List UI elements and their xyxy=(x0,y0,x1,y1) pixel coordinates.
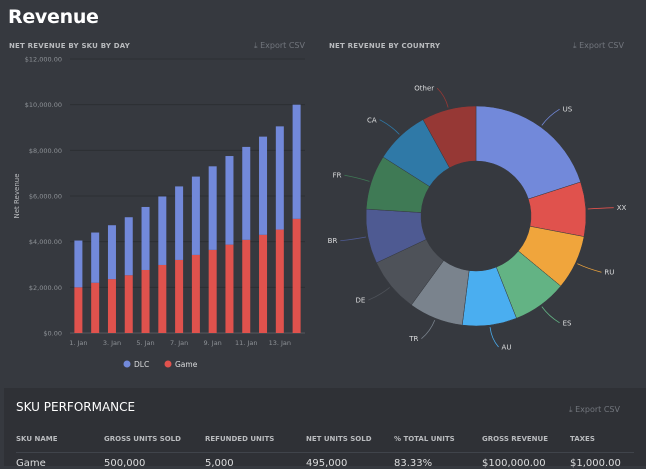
y-tick-label: $4,000.00 xyxy=(29,238,62,246)
y-tick-label: $0.00 xyxy=(43,330,62,338)
bar-dlc xyxy=(74,240,83,288)
column-header[interactable]: GROSS REVENUE xyxy=(482,435,548,443)
pie-slice-us xyxy=(475,105,581,200)
export-csv-button[interactable]: ⤓ Export CSV xyxy=(254,41,305,50)
export-csv-button[interactable]: ⤓ Export CSV xyxy=(573,41,624,50)
export-csv-button[interactable]: ⤓ Export CSV xyxy=(569,405,620,414)
pie-slice-other xyxy=(422,105,477,169)
bar-game xyxy=(124,275,133,333)
bar-game xyxy=(292,218,301,333)
legend-marker xyxy=(123,360,131,368)
y-axis-label: Net Revenue xyxy=(13,174,21,219)
bar-game xyxy=(74,287,83,333)
sku-title: SKU PERFORMANCE xyxy=(16,400,136,414)
x-tick-label: 13. Jan xyxy=(269,339,291,347)
column-header[interactable]: NET UNITS SOLD xyxy=(306,435,372,443)
bar-game xyxy=(191,254,200,333)
table-cell: 5,000 xyxy=(205,458,234,469)
y-tick-label: $8,000.00 xyxy=(29,147,62,155)
export-label: Export CSV xyxy=(260,41,305,50)
divider xyxy=(16,452,634,453)
y-tick-label: $2,000.00 xyxy=(29,284,62,292)
column-header[interactable]: REFUNDED UNITS xyxy=(205,435,275,443)
x-tick-label: 3. Jan xyxy=(103,339,121,347)
bar-dlc xyxy=(225,156,234,245)
table-cell: 83.33% xyxy=(394,458,433,469)
pie-label-line xyxy=(340,236,367,242)
pie-label: FR xyxy=(333,172,342,180)
table-cell: $100,000.00 xyxy=(482,458,546,469)
bar-dlc xyxy=(191,176,200,255)
bar-game xyxy=(242,239,251,333)
pie-label-line xyxy=(489,327,499,348)
bar-dlc xyxy=(107,225,116,280)
bar-game xyxy=(107,279,116,333)
x-tick-label: 5. Jan xyxy=(136,339,154,347)
bar-game xyxy=(141,269,150,333)
pie-label: AU xyxy=(502,343,512,351)
pie-label: Other xyxy=(414,85,434,93)
pie-label-line xyxy=(436,87,449,108)
export-label: Export CSV xyxy=(575,405,620,414)
bar-game xyxy=(158,264,167,333)
column-header[interactable]: GROSS UNITS SOLD xyxy=(104,435,181,443)
legend-label: DLC xyxy=(134,360,149,369)
table-cell: $1,000.00 xyxy=(570,458,621,469)
pie-label-line xyxy=(577,263,602,273)
pie-label-line xyxy=(587,207,614,210)
pie-label-line xyxy=(368,287,390,301)
pie-label: US xyxy=(563,106,573,114)
bar-dlc xyxy=(124,217,133,276)
table-cell: 500,000 xyxy=(104,458,146,469)
pie-chart: US XX RU ES AU TR DE BR FR CA Other xyxy=(328,85,627,352)
pie-label-line xyxy=(421,319,436,340)
pie-label: BR xyxy=(328,237,338,245)
pie-label: ES xyxy=(563,319,572,327)
y-tick-label: $12,000.00 xyxy=(25,56,62,64)
bar-dlc xyxy=(259,136,268,235)
page-title: Revenue xyxy=(8,6,99,28)
pie-label: TR xyxy=(408,335,418,343)
bar-chart: $0.00 $2,000.00 $4,000.00 $6,000.00 $8,000.0… xyxy=(13,56,305,369)
legend-marker xyxy=(164,360,172,368)
export-label: Export CSV xyxy=(579,41,624,50)
pie-chart-title: NET REVENUE BY COUNTRY xyxy=(329,42,441,50)
sku-performance-panel: SKU PERFORMANCE ⤓ Export CSV SKU NAME GRO… xyxy=(4,388,646,469)
bar-dlc xyxy=(141,206,150,270)
column-header[interactable]: % TOTAL UNITS xyxy=(394,435,455,443)
bar-dlc xyxy=(242,146,251,240)
bar-dlc xyxy=(91,232,100,283)
bar-game xyxy=(225,244,234,333)
table-cell: 495,000 xyxy=(306,458,348,469)
pie-label: DE xyxy=(355,297,365,305)
x-tick-label: 1. Jan xyxy=(69,339,87,347)
x-tick-label: 7. Jan xyxy=(170,339,188,347)
bar-dlc xyxy=(158,196,167,265)
x-tick-label: 9. Jan xyxy=(204,339,222,347)
pie-label: XX xyxy=(617,204,627,212)
pie-label: RU xyxy=(604,269,614,277)
pie-label-line xyxy=(541,108,560,126)
legend-label: Game xyxy=(175,360,198,369)
bar-game xyxy=(208,249,217,333)
y-tick-label: $6,000.00 xyxy=(29,193,62,201)
bar-chart-title: NET REVENUE BY SKU BY DAY xyxy=(9,42,130,50)
bar-game xyxy=(259,234,268,333)
bar-game xyxy=(275,229,284,333)
pie-label: CA xyxy=(367,116,377,124)
pie-label-line xyxy=(344,174,370,182)
bar-dlc xyxy=(275,126,284,230)
bar-game xyxy=(91,282,100,333)
column-header[interactable]: TAXES xyxy=(570,435,595,443)
pie-label-line xyxy=(379,119,400,135)
bar-dlc xyxy=(175,186,184,260)
y-tick-label: $10,000.00 xyxy=(25,101,62,109)
bar-dlc xyxy=(292,104,301,219)
table-cell: Game xyxy=(16,458,46,469)
bar-dlc xyxy=(208,166,217,250)
x-tick-label: 11. Jan xyxy=(235,339,257,347)
column-header[interactable]: SKU NAME xyxy=(16,435,58,443)
bar-game xyxy=(175,259,184,333)
pie-label-line xyxy=(541,306,560,324)
